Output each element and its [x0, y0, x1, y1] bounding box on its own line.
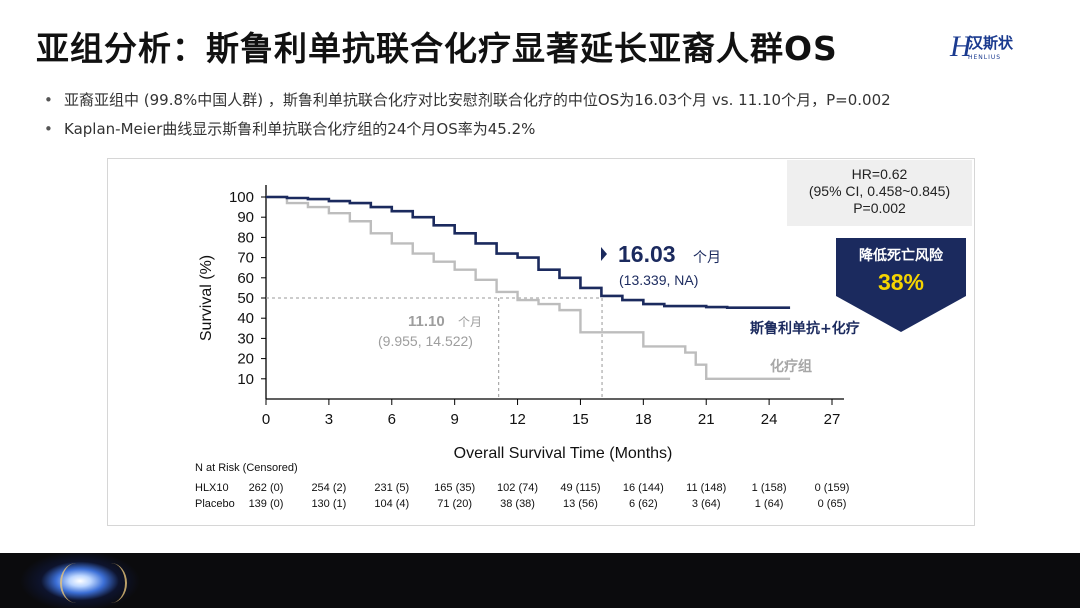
- risk-cell: 13 (56): [563, 498, 598, 510]
- risk-cell: 254 (2): [311, 482, 347, 494]
- x-tick-label: 3: [325, 411, 333, 428]
- logo-subtext: HENLIUS: [968, 54, 1002, 61]
- light-flare-image: [60, 563, 92, 603]
- logo-text: 汉斯状: [968, 34, 1014, 52]
- x-tick-label: 21: [698, 411, 715, 428]
- risk-cell: 102 (74): [497, 482, 539, 494]
- risk-reduction-label: 降低死亡风险: [859, 247, 944, 264]
- risk-table-header: N at Risk (Censored): [195, 462, 298, 474]
- x-tick-label: 0: [262, 411, 270, 428]
- footer-bar: [0, 553, 1080, 608]
- median-control-ci: (9.955, 14.522): [378, 333, 473, 349]
- y-tick-label: 30: [237, 330, 254, 347]
- median-treatment-unit: 个月: [693, 250, 721, 266]
- risk-cell: 38 (38): [500, 498, 535, 510]
- risk-cell: 139 (0): [248, 498, 284, 510]
- y-tick-label: 40: [237, 310, 254, 327]
- risk-cell: 1 (64): [754, 498, 784, 510]
- risk-cell: 231 (5): [374, 482, 410, 494]
- median-treatment-ci: (13.339, NA): [619, 272, 698, 288]
- risk-cell: 0 (65): [817, 498, 847, 510]
- series-label-control: 化疗组: [770, 358, 812, 375]
- risk-cell: 16 (144): [622, 482, 664, 494]
- risk-cell: 6 (62): [628, 498, 658, 510]
- x-tick-label: 27: [824, 411, 841, 428]
- series-label-treatment: 斯鲁利单抗+化疗: [750, 320, 860, 337]
- x-tick-label: 18: [635, 411, 652, 428]
- median-control-value: 11.10: [408, 313, 445, 330]
- x-tick-label: 6: [388, 411, 396, 428]
- bullet-item: 亚裔亚组中 (99.8%中国人群) ，斯鲁利单抗联合化疗对比安慰剂联合化疗的中位…: [44, 90, 891, 111]
- risk-cell: 1 (158): [751, 482, 787, 494]
- risk-cell: 130 (1): [311, 498, 347, 510]
- risk-cell: 0 (159): [814, 482, 850, 494]
- x-axis-label: Overall Survival Time (Months): [454, 445, 673, 462]
- control-survival-curve: [266, 195, 791, 380]
- risk-reduction-value: 38%: [878, 269, 924, 295]
- hr-pvalue: P=0.002: [853, 200, 906, 216]
- x-tick-label: 24: [761, 411, 778, 428]
- risk-cell: 49 (115): [560, 482, 601, 494]
- risk-cell: 3 (64): [691, 498, 721, 510]
- summary-bullets: 亚裔亚组中 (99.8%中国人群) ，斯鲁利单抗联合化疗对比安慰剂联合化疗的中位…: [44, 90, 891, 148]
- page-title: 亚组分析：斯鲁利单抗联合化疗显著延长亚裔人群OS: [36, 29, 838, 68]
- light-flare-image: [95, 563, 127, 603]
- risk-cell: 11 (148): [686, 482, 727, 494]
- company-logo: H 汉斯状 HENLIUS: [950, 28, 1050, 68]
- y-tick-label: 60: [237, 270, 254, 287]
- y-axis-label: Survival (%): [198, 255, 215, 341]
- x-tick-label: 12: [509, 411, 526, 428]
- hr-value: HR=0.62: [851, 166, 908, 182]
- median-control-unit: 个月: [458, 315, 482, 329]
- y-tick-label: 90: [237, 209, 254, 226]
- y-tick-label: 20: [237, 351, 254, 368]
- logo-mark: H: [950, 30, 972, 63]
- risk-row-label: Placebo: [195, 498, 235, 510]
- y-tick-label: 50: [237, 290, 254, 307]
- x-tick-label: 9: [450, 411, 458, 428]
- bullet-item: Kaplan-Meier曲线显示斯鲁利单抗联合化疗组的24个月OS率为45.2%: [44, 119, 891, 140]
- y-tick-label: 70: [237, 250, 254, 267]
- hazard-ratio-box: HR=0.62 (95% CI, 0.458~0.845) P=0.002: [787, 160, 972, 226]
- treatment-survival-curve: [266, 195, 791, 309]
- x-tick-label: 15: [572, 411, 589, 428]
- risk-cell: 262 (0): [248, 482, 284, 494]
- median-treatment-value: 16.03: [618, 241, 676, 267]
- hr-ci: (95% CI, 0.458~0.845): [808, 183, 951, 199]
- median-pointer-icon: [601, 247, 607, 261]
- y-tick-label: 80: [237, 229, 254, 246]
- risk-cell: 71 (20): [437, 498, 473, 510]
- y-tick-label: 10: [237, 371, 254, 388]
- y-tick-label: 100: [229, 189, 254, 206]
- risk-row-label: HLX10: [195, 482, 229, 494]
- risk-cell: 165 (35): [434, 482, 476, 494]
- risk-reduction-arrow: [836, 238, 966, 332]
- risk-cell: 104 (4): [374, 498, 410, 510]
